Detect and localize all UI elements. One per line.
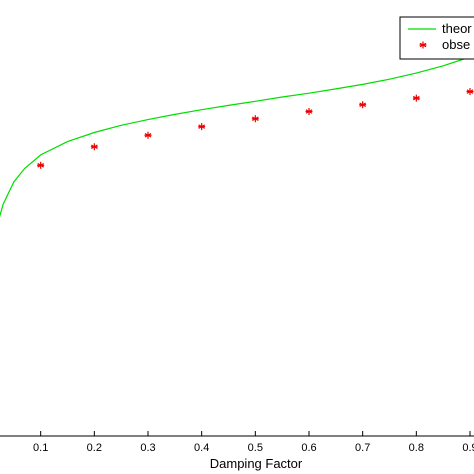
legend-swatch-observed <box>419 41 427 49</box>
x-tick-label: 0.8 <box>409 442 424 454</box>
data-point-observed <box>90 143 98 151</box>
x-tick-label: 0.6 <box>301 442 316 454</box>
data-point-observed <box>37 161 45 169</box>
data-point-observed <box>198 123 206 131</box>
plot-area <box>0 56 474 218</box>
x-tick-label: 0.3 <box>140 442 155 454</box>
data-point-observed <box>359 101 367 109</box>
x-tick-label: 0.4 <box>194 442 209 454</box>
data-point-observed <box>251 115 259 123</box>
legend-label-observed: obse <box>442 37 470 52</box>
data-point-observed <box>466 88 474 96</box>
legend-label-theoretical: theor <box>442 21 472 36</box>
x-tick-label: 0.2 <box>87 442 102 454</box>
data-point-observed <box>305 107 313 115</box>
x-axis: 0.1 0.2 0.3 0.4 0.5 0.6 0.7 0.8 0.9 <box>0 431 474 454</box>
data-point-observed <box>412 94 420 102</box>
x-tick-label: 0.7 <box>355 442 370 454</box>
x-tick-label: 0.9 <box>462 442 474 454</box>
x-tick-label: 0.5 <box>248 442 263 454</box>
x-axis-label: Damping Factor <box>210 456 303 471</box>
data-point-observed <box>144 131 152 139</box>
legend-box <box>399 16 474 60</box>
series-line-theoretical <box>0 56 471 218</box>
x-tick-label: 0.1 <box>33 442 48 454</box>
